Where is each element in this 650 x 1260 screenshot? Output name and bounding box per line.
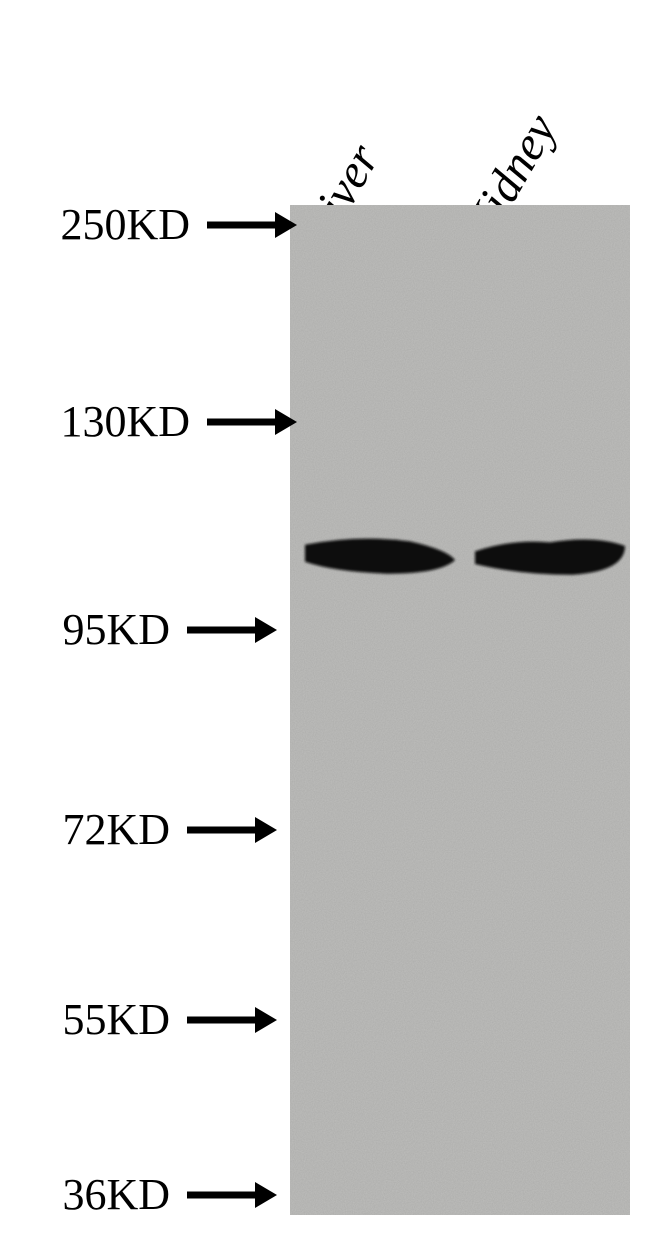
- marker-arrow-icon: [185, 1003, 281, 1037]
- marker-label: 36KD: [62, 1169, 170, 1220]
- marker-arrow-icon: [185, 613, 281, 647]
- marker-label: 250KD: [60, 199, 190, 250]
- marker-arrow-icon: [205, 208, 301, 242]
- western-blot-figure: LiverKidney 250KD130KD95KD72KD55KD36KD: [0, 0, 650, 1260]
- marker-label: 130KD: [60, 396, 190, 447]
- marker-label: 95KD: [62, 604, 170, 655]
- marker-label: 55KD: [62, 994, 170, 1045]
- marker-arrow-icon: [205, 405, 301, 439]
- marker-label: 72KD: [62, 804, 170, 855]
- marker-arrow-icon: [185, 1178, 281, 1212]
- blot-membrane: [290, 205, 630, 1215]
- marker-arrow-icon: [185, 813, 281, 847]
